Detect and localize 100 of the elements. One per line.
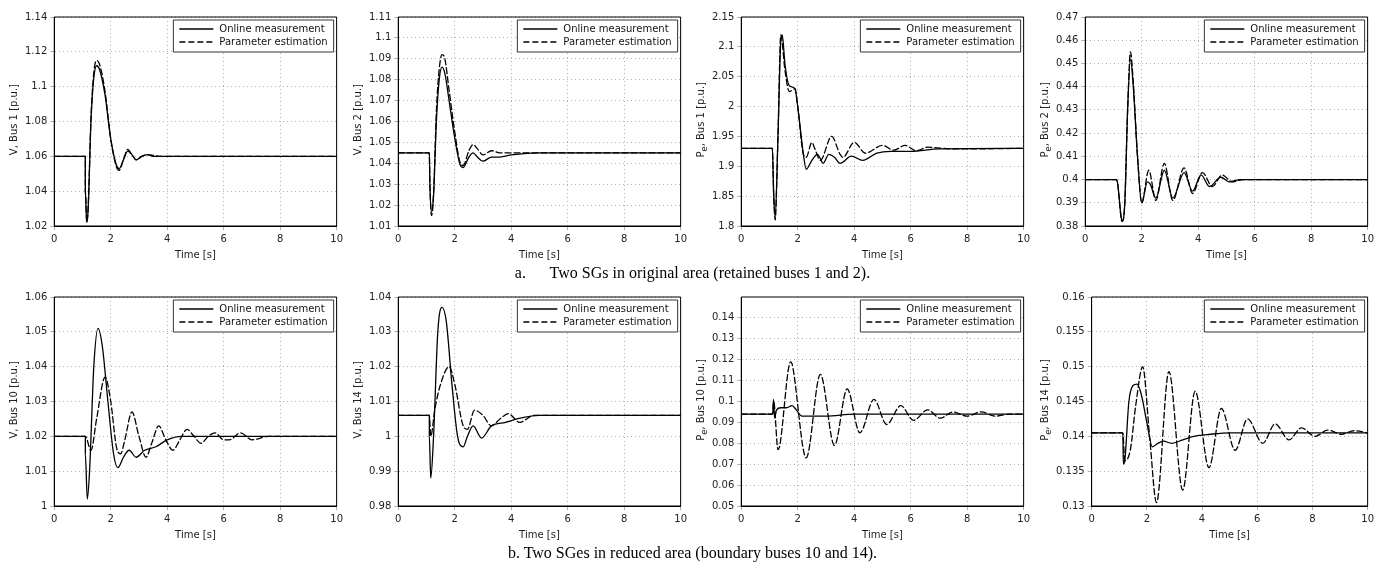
x-axis-title: Time [s] [517, 528, 560, 540]
x-tick-label: 2 [107, 232, 114, 244]
legend-label: Parameter estimation [906, 315, 1015, 327]
y-tick-label: 2 [728, 100, 735, 112]
x-tick-label: 4 [851, 512, 858, 524]
y-axis-title: V, Bus 2 [p.u.] [351, 84, 363, 156]
x-tick-label: 4 [1198, 512, 1206, 524]
y-tick-label: 1.06 [25, 290, 48, 302]
y-tick-label: 1.03 [368, 325, 391, 337]
x-tick-label: 2 [451, 512, 458, 524]
y-tick-label: 1 [384, 429, 391, 441]
y-tick-label: 1.06 [25, 149, 48, 161]
y-tick-label: 1.8 [718, 219, 735, 231]
y-tick-label: 0.98 [368, 499, 391, 511]
y-axis-title: V, Bus 10 [p.u.] [8, 361, 19, 439]
x-axis-title: Time [s] [1208, 528, 1251, 540]
y-axis-title: V, Bus 14 [p.u.] [351, 361, 363, 439]
y-tick-label: 0.135 [1055, 464, 1085, 476]
y-tick-label: 0.99 [368, 464, 391, 476]
x-tick-label: 10 [330, 512, 343, 524]
y-tick-label: 0.06 [712, 478, 735, 490]
x-axis-title: Time [s] [861, 248, 904, 260]
y-tick-label: 0.08 [712, 436, 735, 448]
y-tick-label: 1.9 [718, 159, 735, 171]
x-tick-label: 4 [507, 232, 515, 244]
x-tick-label: 10 [1361, 232, 1374, 244]
y-axis-title: V, Bus 1 [p.u.] [8, 84, 19, 156]
x-tick-label: 10 [330, 232, 343, 244]
x-tick-label: 8 [1309, 512, 1316, 524]
x-tick-label: 2 [451, 232, 458, 244]
y-tick-label: 0.12 [712, 353, 735, 365]
x-tick-label: 0 [738, 232, 745, 244]
y-tick-label: 1.1 [31, 80, 48, 92]
y-tick-label: 0.47 [1055, 10, 1079, 22]
legend-label: Online measurement [219, 302, 325, 314]
y-tick-label: 0.39 [1055, 196, 1079, 208]
y-tick-label: 1.03 [25, 395, 48, 407]
x-tick-label: 8 [964, 232, 971, 244]
x-tick-label: 6 [220, 512, 227, 524]
legend-label: Parameter estimation [1250, 315, 1359, 327]
y-tick-label: 1.1 [375, 31, 391, 43]
y-tick-label: 1.14 [25, 10, 48, 22]
legend-label: Parameter estimation [219, 35, 328, 47]
x-tick-label: 4 [1195, 232, 1202, 244]
x-tick-label: 8 [620, 232, 628, 244]
legend-label: Parameter estimation [219, 315, 328, 327]
x-tick-label: 6 [1254, 512, 1261, 524]
x-tick-label: 8 [1307, 232, 1315, 244]
x-tick-label: 6 [564, 232, 571, 244]
y-tick-label: 1.05 [368, 135, 391, 147]
x-tick-label: 6 [907, 512, 915, 524]
y-tick-label: 1.01 [368, 219, 391, 231]
x-tick-label: 6 [1251, 232, 1258, 244]
x-tick-label: 10 [673, 232, 687, 244]
y-tick-label: 0.16 [1062, 290, 1085, 302]
y-tick-label: 0.15 [1062, 360, 1085, 372]
legend-label: Online measurement [219, 22, 325, 34]
x-axis-title: Time [s] [1205, 248, 1247, 260]
y-tick-label: 0.11 [712, 374, 735, 386]
x-axis-title: Time [s] [174, 248, 216, 260]
y-tick-label: 0.13 [712, 332, 735, 344]
y-tick-label: 0.14 [712, 311, 735, 323]
y-tick-label: 0.43 [1055, 103, 1079, 115]
x-tick-label: 6 [220, 232, 227, 244]
y-tick-label: 1.04 [25, 184, 48, 196]
y-tick-label: 0.1 [718, 395, 735, 407]
x-tick-label: 2 [794, 512, 802, 524]
legend-label: Online measurement [1250, 302, 1356, 314]
legend-label: Parameter estimation [1250, 35, 1359, 47]
y-tick-label: 0.14 [1062, 429, 1085, 441]
y-tick-label: 1.04 [368, 290, 391, 302]
x-tick-label: 0 [1082, 232, 1089, 244]
x-tick-label: 8 [620, 512, 628, 524]
y-tick-label: 1.08 [368, 73, 391, 85]
y-tick-label: 0.4 [1062, 173, 1079, 185]
x-tick-label: 0 [51, 232, 58, 244]
y-tick-label: 1.02 [25, 429, 48, 441]
y-tick-label: 1.04 [368, 156, 391, 168]
x-tick-label: 0 [394, 512, 402, 524]
y-tick-label: 0.05 [712, 499, 735, 511]
y-tick-label: 2.05 [712, 70, 735, 82]
x-tick-label: 2 [1143, 512, 1150, 524]
y-tick-label: 1.85 [712, 189, 735, 201]
y-tick-label: 1.01 [25, 464, 48, 476]
y-tick-label: 1.06 [368, 115, 391, 127]
y-tick-label: 1.09 [368, 52, 391, 64]
legend-label: Online measurement [563, 22, 669, 34]
legend-label: Online measurement [1250, 22, 1356, 34]
x-tick-label: 4 [507, 512, 515, 524]
y-tick-label: 1.08 [25, 115, 48, 127]
x-tick-label: 4 [164, 512, 171, 524]
y-tick-label: 0.145 [1055, 395, 1085, 407]
x-tick-label: 0 [51, 512, 58, 524]
y-tick-label: 1 [40, 499, 48, 511]
x-tick-label: 6 [564, 512, 571, 524]
y-tick-label: 1.12 [25, 45, 48, 57]
y-tick-label: 0.46 [1055, 33, 1079, 45]
y-tick-label: 1.02 [25, 219, 48, 231]
y-tick-label: 0.09 [712, 415, 735, 427]
x-tick-label: 2 [794, 232, 802, 244]
